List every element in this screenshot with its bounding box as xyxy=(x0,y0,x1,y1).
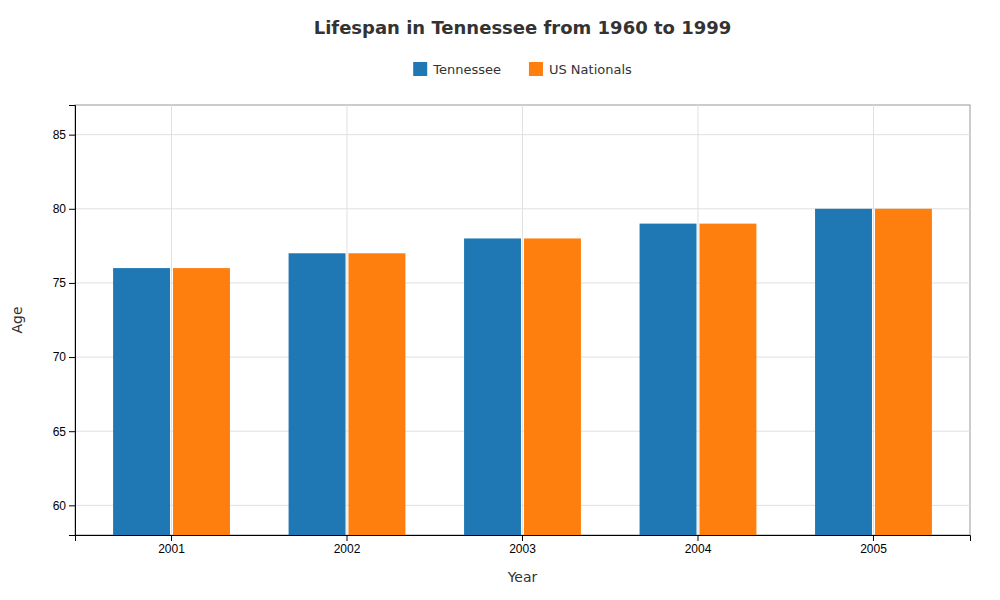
x-tick-label: 2001 xyxy=(158,542,185,556)
legend-item: Tennessee xyxy=(413,62,501,77)
y-tick: 80 xyxy=(53,202,75,216)
x-tick-line xyxy=(347,535,348,541)
x-tick: 2001 xyxy=(158,535,185,556)
x-axis: 2001 2002 2003 2004 2005 xyxy=(76,535,971,556)
y-tick-line xyxy=(69,135,75,136)
y-tick-line xyxy=(69,357,75,358)
y-tick-label: 80 xyxy=(53,202,67,216)
x-tick: 2004 xyxy=(685,535,712,556)
y-tick: 70 xyxy=(53,350,75,364)
title: Lifespan in Tennessee from 1960 to 1999 xyxy=(314,17,732,38)
legend-label: Tennessee xyxy=(432,62,501,77)
y-tick-label: 70 xyxy=(53,350,67,364)
legend: Tennessee US Nationals xyxy=(413,62,632,77)
y-axis-line xyxy=(69,106,76,536)
grid-line-x xyxy=(522,105,523,535)
x-axis-title: Year xyxy=(507,569,538,585)
y-tick-line xyxy=(69,431,75,432)
legend-label: US Nationals xyxy=(549,62,632,77)
bar xyxy=(173,268,230,535)
series xyxy=(113,209,872,535)
series xyxy=(173,209,932,535)
y-axis-title: Age xyxy=(9,306,25,333)
bar xyxy=(875,209,932,535)
plot: 60 65 70 75 80 85 2001 2002 2003 2004 2005 xyxy=(53,105,971,600)
chart: 60 65 70 75 80 85 2001 2002 2003 2004 2005 Year Age L… xyxy=(0,0,1000,600)
y-tick: 60 xyxy=(53,499,75,513)
x-axis-line xyxy=(76,536,971,542)
bar xyxy=(815,209,872,535)
x-tick: 2005 xyxy=(860,535,887,556)
y-tick-label: 65 xyxy=(53,425,67,439)
y-tick: 85 xyxy=(53,128,75,142)
x-tick-line xyxy=(171,535,172,541)
x-tick-label: 2003 xyxy=(509,542,536,556)
grid-line-x xyxy=(697,105,698,535)
x-tick-line xyxy=(522,535,523,541)
grid-line-x xyxy=(873,105,874,535)
y-tick-line xyxy=(69,505,75,506)
x-tick: 2003 xyxy=(509,535,536,556)
x-tick-label: 2005 xyxy=(860,542,887,556)
bar xyxy=(349,253,406,535)
x-tick-line xyxy=(873,535,874,541)
bar xyxy=(524,238,581,535)
bar xyxy=(640,224,697,535)
legend-item: US Nationals xyxy=(529,62,632,77)
x-tick-label: 2004 xyxy=(685,542,712,556)
y-axis: 60 65 70 75 80 85 xyxy=(53,106,76,536)
bar xyxy=(464,238,521,535)
bar xyxy=(113,268,170,535)
x-tick-line xyxy=(697,535,698,541)
bar xyxy=(699,224,756,535)
y-tick-line xyxy=(69,209,75,210)
y-tick-line xyxy=(69,283,75,284)
legend-swatch xyxy=(413,62,427,76)
grid-line-x xyxy=(171,105,172,535)
y-tick: 65 xyxy=(53,425,75,439)
y-tick: 75 xyxy=(53,276,75,290)
y-tick-label: 75 xyxy=(53,276,67,290)
legend-swatch xyxy=(529,62,543,76)
y-tick-label: 85 xyxy=(53,128,67,142)
y-tick-label: 60 xyxy=(53,499,67,513)
bar xyxy=(289,253,346,535)
bars xyxy=(113,209,932,535)
grid-line-x xyxy=(347,105,348,535)
x-tick-label: 2002 xyxy=(334,542,361,556)
x-tick: 2002 xyxy=(334,535,361,556)
